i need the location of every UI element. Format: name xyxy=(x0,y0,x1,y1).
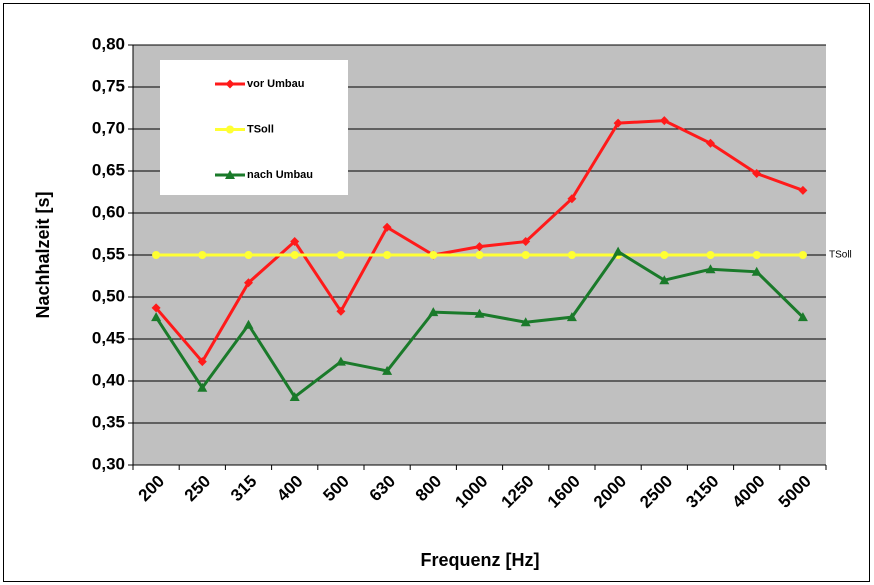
marker xyxy=(226,125,234,134)
marker xyxy=(521,251,530,259)
marker xyxy=(198,251,207,259)
y-tick-label: 0,40 xyxy=(92,370,125,389)
marker xyxy=(798,185,808,195)
marker xyxy=(706,251,715,259)
x-axis-title: Frequenz [Hz] xyxy=(421,550,540,570)
marker xyxy=(567,251,576,259)
marker xyxy=(797,312,808,322)
marker xyxy=(290,251,299,259)
y-tick-label: 0,45 xyxy=(92,328,125,347)
marker xyxy=(475,242,484,252)
annotation: TSoll xyxy=(829,250,852,261)
marker xyxy=(382,222,392,232)
marker xyxy=(197,382,208,392)
marker xyxy=(752,169,762,179)
marker xyxy=(521,237,531,247)
legend-label: vor Umbau xyxy=(247,78,304,90)
y-tick-label: 0,30 xyxy=(92,454,125,473)
legend-label: nach Umbau xyxy=(247,169,313,181)
y-tick-label: 0,70 xyxy=(92,118,125,137)
marker xyxy=(244,251,253,259)
marker xyxy=(429,251,438,259)
marker xyxy=(382,365,393,375)
marker xyxy=(151,312,162,322)
marker xyxy=(383,251,392,259)
marker xyxy=(798,251,807,259)
marker xyxy=(706,138,715,148)
marker xyxy=(151,303,161,313)
legend-label: TSoll xyxy=(247,123,274,135)
marker xyxy=(752,251,761,259)
marker xyxy=(659,275,670,285)
y-tick-label: 0,75 xyxy=(92,76,125,95)
y-tick-label: 0,55 xyxy=(92,244,125,263)
marker xyxy=(520,317,531,327)
marker xyxy=(336,251,345,259)
marker xyxy=(335,356,346,366)
marker xyxy=(613,118,623,128)
marker xyxy=(289,391,300,401)
marker xyxy=(243,319,254,329)
y-tick-label: 0,60 xyxy=(92,202,125,221)
marker xyxy=(197,357,207,367)
legend-box xyxy=(160,60,348,195)
marker xyxy=(475,251,484,259)
marker xyxy=(613,246,624,256)
y-tick-label: 0,50 xyxy=(92,286,125,305)
marker xyxy=(659,116,669,126)
y-tick-label: 0,65 xyxy=(92,160,125,179)
marker xyxy=(244,278,253,288)
marker xyxy=(474,308,485,318)
marker xyxy=(705,264,716,274)
y-tick-label: 0,80 xyxy=(92,34,125,53)
marker xyxy=(751,266,762,276)
marker xyxy=(225,79,235,89)
marker xyxy=(566,312,577,322)
marker xyxy=(567,194,577,204)
marker xyxy=(290,237,300,247)
marker xyxy=(152,251,161,259)
marker xyxy=(428,307,439,317)
y-axis-title: Nachhalzeit [s] xyxy=(33,191,53,318)
marker xyxy=(660,251,669,259)
marker xyxy=(225,170,235,179)
y-tick-label: 0,35 xyxy=(92,412,125,431)
marker xyxy=(336,306,346,316)
